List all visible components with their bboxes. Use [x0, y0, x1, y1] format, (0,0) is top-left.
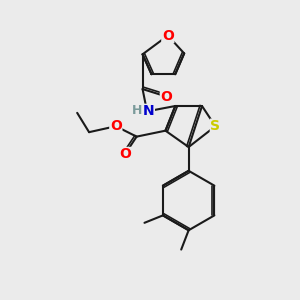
- Text: O: O: [162, 28, 174, 43]
- Text: O: O: [119, 148, 131, 161]
- Text: H: H: [132, 104, 143, 117]
- Text: O: O: [160, 89, 172, 103]
- Text: N: N: [143, 104, 154, 118]
- Text: O: O: [110, 119, 122, 133]
- Text: S: S: [210, 119, 220, 133]
